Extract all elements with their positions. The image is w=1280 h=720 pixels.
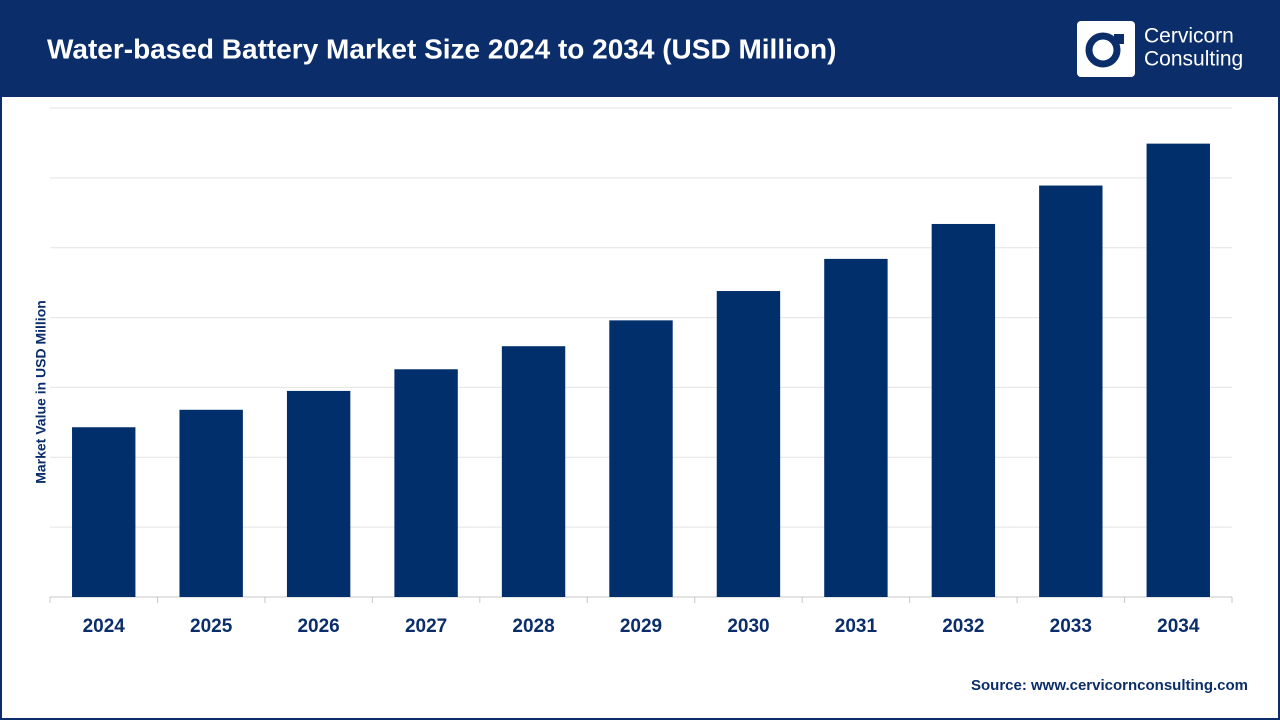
logo-mark (1085, 32, 1121, 68)
bar (609, 320, 673, 597)
x-tick-label: 2025 (190, 616, 233, 637)
x-tick-label: 2027 (405, 616, 447, 637)
brand-text: Consulting (1144, 48, 1243, 71)
bar (286, 390, 351, 597)
bar (394, 369, 458, 597)
bar (72, 427, 136, 597)
bar (179, 409, 243, 597)
y-axis-label: Market Value in USD Million (33, 300, 49, 484)
bar (1039, 185, 1103, 597)
logo-mark (1114, 34, 1124, 44)
bar (501, 346, 566, 597)
bar (824, 258, 888, 597)
x-tick-label: 2026 (297, 616, 339, 637)
x-tick-label: 2029 (620, 616, 662, 637)
x-tick-label: 2030 (727, 616, 769, 637)
brand-text: Cervicorn (1144, 25, 1234, 48)
x-tick-label: 2024 (83, 616, 126, 637)
x-tick-label: 2031 (835, 616, 878, 637)
chart-title: Water-based Battery Market Size 2024 to … (47, 33, 836, 64)
x-tick-label: 2032 (942, 616, 984, 637)
bar (1146, 143, 1210, 597)
bar (716, 291, 781, 597)
source: Source: www.cervicornconsulting.com (971, 677, 1248, 694)
x-tick-label: 2028 (512, 616, 554, 637)
x-tick-label: 2033 (1050, 616, 1092, 637)
header-band (0, 0, 1280, 97)
bar (931, 223, 996, 597)
x-tick-label: 2034 (1157, 616, 1200, 637)
logo: Cervicorn Consulting (1077, 21, 1243, 77)
